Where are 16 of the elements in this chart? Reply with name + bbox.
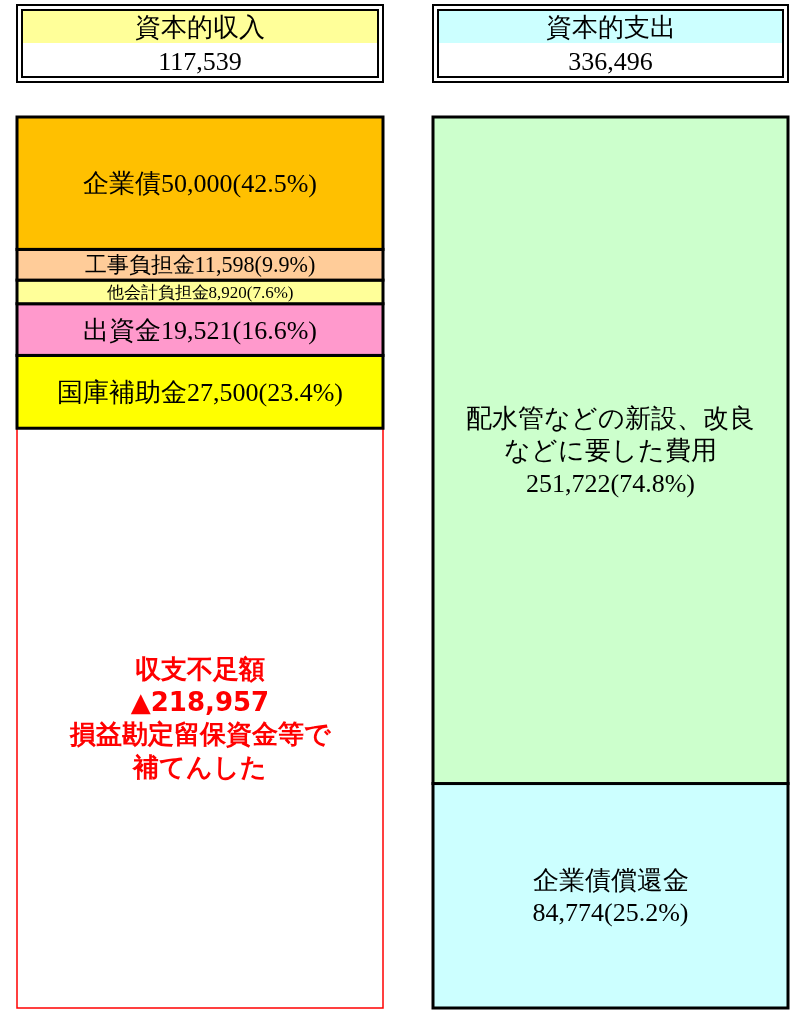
text: 工事負担金11,598(9.9%) <box>84 252 316 278</box>
series-label: 配水管などの新設、改良などに要した費用 <box>466 403 755 466</box>
series-label: 収支不足額 <box>135 654 265 685</box>
text: 国庫補助金27,500(23.4%) <box>57 377 343 407</box>
data-label: 251,722(74.8%) <box>526 468 695 498</box>
x-tick-label: 資本的収入 <box>135 13 265 42</box>
annotation: 損益勘定留保資金等で補てんした <box>68 719 332 782</box>
text: 他会計負担金8,920(7.6%) <box>106 282 294 302</box>
series-label: 企業債償還金 <box>532 865 689 895</box>
x-tick-label: 資本的支出 <box>545 13 676 42</box>
text: 336,496 <box>568 47 653 76</box>
text: 企業債50,000(42.5%) <box>83 169 317 199</box>
data-label: ▲218,957 <box>130 686 270 717</box>
text: 出資金19,521(16.6%) <box>83 315 317 345</box>
text: 117,539 <box>158 47 242 76</box>
data-label: 84,774(25.2%) <box>532 898 689 928</box>
